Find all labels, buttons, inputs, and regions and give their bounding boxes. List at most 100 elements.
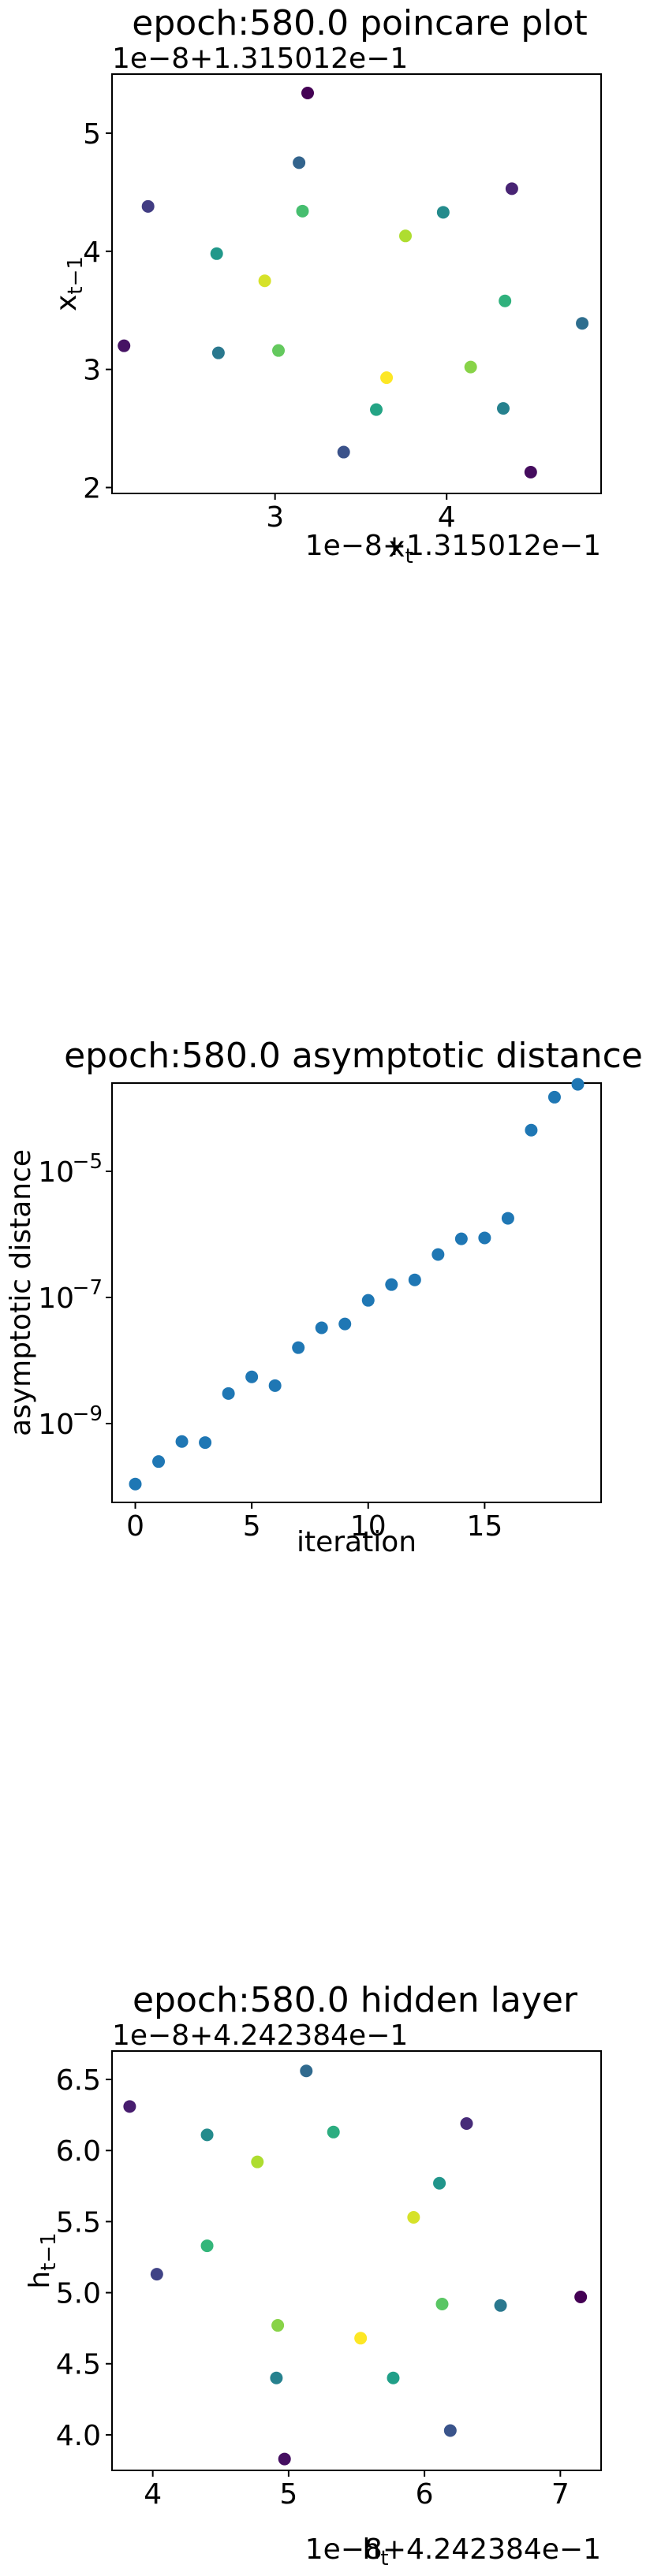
- x-tick-label: 4: [144, 2478, 162, 2511]
- scatter-point: [361, 1294, 375, 1307]
- x-axis-label: iteration: [297, 1526, 417, 1558]
- scatter-point: [464, 360, 477, 374]
- x-tick-label: 0: [126, 1510, 144, 1543]
- scatter-point: [387, 2371, 400, 2384]
- scatter-point: [338, 1317, 352, 1331]
- y-tick-label: 4: [83, 236, 101, 269]
- scatter-point: [296, 204, 309, 218]
- scatter-point: [399, 229, 412, 243]
- y-tick-label: 3: [83, 355, 101, 387]
- scatter-point: [315, 1321, 328, 1335]
- x-tick-label: 15: [466, 1510, 502, 1543]
- y-tick-exponent: −9: [73, 1402, 103, 1426]
- y-axis-label-sub: t−1: [37, 2232, 61, 2271]
- axes-frame: [111, 2050, 602, 2471]
- y-axis-label: asymptotic distance: [5, 1149, 37, 1436]
- scatter-point: [222, 1387, 235, 1400]
- y-ticks: 4.0 4.5 5.0 5.5 6.0 6.5: [56, 2064, 112, 2452]
- scatter-point: [547, 1090, 561, 1104]
- scatter-point: [245, 1370, 259, 1383]
- x-tick-label: 5: [279, 2478, 297, 2511]
- scatter-point: [499, 294, 512, 307]
- y-tick-label: 10: [38, 1156, 74, 1189]
- y-tick-label: 4.0: [56, 2420, 101, 2452]
- x-axis-label-sub: t: [380, 2547, 388, 2570]
- y-tick-label: 4.5: [56, 2349, 101, 2381]
- scatter-point: [271, 2319, 285, 2332]
- y-tick-label: 10: [38, 1282, 74, 1315]
- scatter-point: [571, 1078, 585, 1091]
- scatter-point: [525, 1123, 538, 1137]
- y-tick-label: 6.5: [56, 2064, 101, 2097]
- x-tick-label: 6: [416, 2478, 434, 2511]
- y-tick-label: 2: [83, 473, 101, 505]
- scatter-point: [524, 466, 537, 479]
- scatter-point: [293, 156, 306, 169]
- scatter-point: [380, 371, 394, 385]
- scatter-point: [123, 2100, 136, 2113]
- scatter-point: [251, 2155, 264, 2168]
- poincare-chart: epoch:580.0 poincare plot 1e−8+1.315012e…: [50, 3, 602, 568]
- scatter-point: [141, 199, 155, 213]
- scatter-point: [200, 2128, 214, 2142]
- x-offset-label: 1e−8+1.315012e−1: [305, 530, 601, 562]
- scatter-point: [454, 1232, 468, 1245]
- scatter-point: [211, 346, 225, 359]
- y-tick-label: 5.0: [56, 2278, 101, 2310]
- scatter-point: [408, 1273, 421, 1286]
- scatter-points: [129, 1078, 585, 1491]
- scatter-point: [270, 2371, 283, 2384]
- axes-frame: [111, 1082, 602, 1503]
- scatter-point: [210, 247, 223, 260]
- x-tick-label: 5: [243, 1510, 261, 1543]
- y-tick-label: 10: [38, 1409, 74, 1441]
- asymptotic-distance-chart: epoch:580.0 asymptotic distance 0 5 10 15 1…: [5, 1036, 643, 1558]
- scatter-point: [199, 1436, 212, 1450]
- plot-area: 0 5 10 15 10−910−710−5: [38, 1078, 602, 1543]
- y-tick-exponent: −7: [73, 1276, 103, 1300]
- scatter-point: [268, 1379, 282, 1392]
- x-ticks: 4 5 6 7: [144, 2470, 570, 2511]
- y-tick-label: 5: [83, 118, 101, 151]
- scatter-point: [431, 1248, 445, 1261]
- scatter-point: [292, 1341, 305, 1354]
- x-tick-label: 10: [350, 1510, 387, 1543]
- x-offset-label: 1e−8+4.242384e−1: [305, 2533, 601, 2566]
- chart-title: epoch:580.0 hidden layer: [133, 1980, 578, 2020]
- scatter-point: [327, 2125, 340, 2139]
- x-tick-label: 4: [438, 501, 456, 534]
- scatter-point: [175, 1435, 189, 1448]
- scatter-point: [478, 1231, 491, 1245]
- y-axis-label: ht−1: [24, 2232, 61, 2288]
- scatter-point: [385, 1278, 398, 1291]
- scatter-point: [200, 2239, 214, 2253]
- y-tick-label: 6.0: [56, 2135, 101, 2168]
- y-tick-label: 5.5: [56, 2206, 101, 2239]
- scatter-point: [497, 402, 510, 415]
- hidden-layer-chart: epoch:580.0 hidden layer 1e−8+4.242384e−…: [24, 1980, 602, 2570]
- x-axis-label-sub: t: [405, 545, 413, 568]
- scatter-point: [337, 445, 350, 459]
- x-ticks: 0 5 10 15: [126, 1502, 502, 1543]
- scatter-point: [436, 206, 450, 219]
- chart-title: epoch:580.0 poincare plot: [132, 3, 587, 43]
- x-tick-label: 7: [551, 2478, 570, 2511]
- y-ticks: 2 3 4 5: [83, 118, 112, 505]
- scatter-point: [433, 2176, 446, 2190]
- scatter-point: [435, 2298, 449, 2311]
- scatter-points: [118, 86, 589, 479]
- scatter-point: [300, 2064, 313, 2078]
- y-ticks: 10−910−710−5: [38, 1150, 112, 1441]
- scatter-point: [501, 1212, 514, 1225]
- scatter-point: [370, 403, 383, 416]
- scatter-point: [576, 317, 589, 330]
- y-tick-exponent: −5: [73, 1150, 103, 1174]
- scatter-point: [272, 344, 286, 357]
- scatter-point: [443, 2424, 457, 2437]
- scatter-point: [258, 274, 271, 288]
- y-offset-label: 1e−8+4.242384e−1: [112, 2019, 408, 2052]
- scatter-point: [574, 2290, 588, 2303]
- scatter-point: [301, 86, 314, 99]
